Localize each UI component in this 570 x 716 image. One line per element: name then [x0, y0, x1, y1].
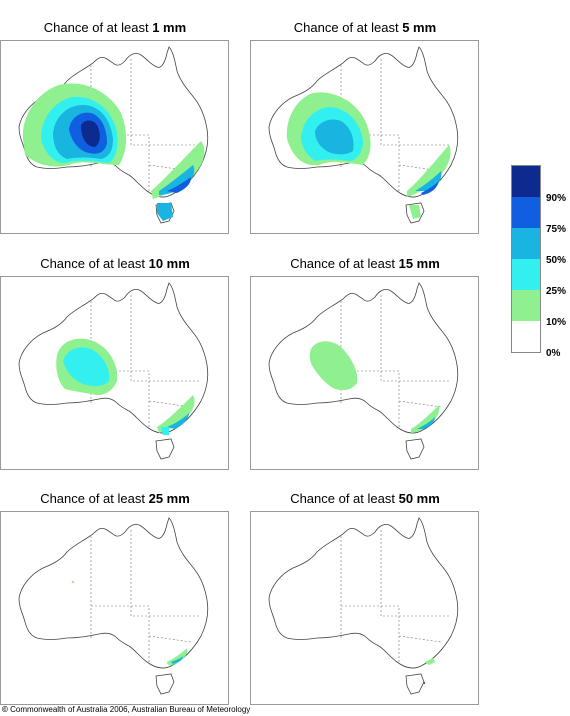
- title-prefix: Chance of at least: [40, 491, 145, 506]
- legend-label-50: 50%: [546, 255, 567, 266]
- title-amount: 50 mm: [398, 491, 440, 506]
- rain-layer-10mm: [56, 338, 195, 435]
- australia-map-25mm: [18, 517, 209, 695]
- panel-title-10mm: Chance of at least 10 mm: [0, 256, 230, 272]
- map-1mm: [0, 40, 229, 234]
- copyright-text: Commonwealth of Australia 2006, Australi…: [10, 705, 251, 714]
- rain-layer-25mm: [71, 580, 188, 666]
- legend-swatch-75: [512, 197, 540, 228]
- title-prefix: Chance of at least: [293, 20, 399, 35]
- panel-title-50mm: Chance of at least 50 mm: [250, 491, 480, 507]
- title-prefix: Chance of at least: [290, 256, 395, 271]
- panel-title-5mm: Chance of at least 5 mm: [250, 20, 480, 36]
- map-5mm: [250, 40, 479, 234]
- australia-map-15mm: [268, 282, 459, 460]
- legend-label-0: 0%: [546, 348, 561, 359]
- rain-layer-1mm: [22, 83, 205, 221]
- title-prefix: Chance of at least: [290, 491, 395, 506]
- australia-map-5mm: [268, 46, 459, 224]
- title-amount: 10 mm: [148, 256, 190, 271]
- copyright-notice: © Commonwealth of Australia 2006, Austra…: [2, 705, 250, 715]
- legend-label-90: 90%: [546, 193, 567, 204]
- probability-legend: [511, 165, 541, 353]
- legend-swatch-0: [512, 321, 540, 352]
- panel-title-15mm: Chance of at least 15 mm: [250, 256, 480, 272]
- legend-label-10: 10%: [546, 317, 567, 328]
- copyright-symbol: ©: [2, 705, 8, 714]
- legend-label-75: 75%: [546, 224, 567, 235]
- map-15mm: [250, 276, 479, 470]
- australia-map-50mm: [268, 517, 459, 695]
- legend-swatch-90: [512, 166, 540, 197]
- rain-layer-50mm: [423, 658, 435, 684]
- map-50mm: [250, 511, 479, 705]
- title-amount: 15 mm: [398, 256, 440, 271]
- panel-title-1mm: Chance of at least 1 mm: [0, 20, 230, 36]
- title-amount: 1 mm: [152, 20, 187, 35]
- legend-label-25: 25%: [546, 286, 567, 297]
- title-amount: 25 mm: [148, 491, 190, 506]
- legend-swatch-50: [512, 228, 540, 259]
- title-prefix: Chance of at least: [40, 256, 145, 271]
- rain-layer-5mm: [286, 92, 451, 219]
- australia-map-10mm: [18, 282, 209, 460]
- map-10mm: [0, 276, 229, 470]
- panel-title-25mm: Chance of at least 25 mm: [0, 491, 230, 507]
- rain-layer-15mm: [309, 341, 440, 433]
- map-25mm: [0, 511, 229, 705]
- title-prefix: Chance of at least: [43, 20, 149, 35]
- title-amount: 5 mm: [402, 20, 437, 35]
- legend-swatch-10: [512, 290, 540, 321]
- legend-swatch-25: [512, 259, 540, 290]
- australia-map-1mm: [18, 46, 209, 224]
